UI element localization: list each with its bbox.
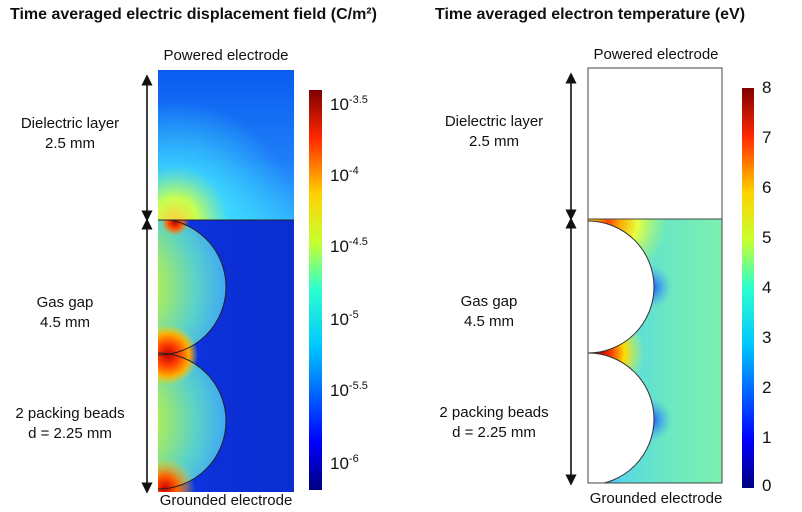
right-beads-diameter: d = 2.25 mm xyxy=(452,424,536,441)
right-beads-name: 2 packing beads xyxy=(439,404,549,421)
right-dielectric-label: Dielectric layer 2.5 mm xyxy=(424,112,564,152)
left-bead-upper-outline xyxy=(158,220,227,356)
left-bead-lower xyxy=(158,353,226,489)
left-dielectric-label: Dielectric layer 2.5 mm xyxy=(0,114,140,154)
left-gas-gap-thickness: 4.5 mm xyxy=(39,314,90,331)
left-gas-gap-label: Gas gap 4.5 mm xyxy=(0,293,130,333)
left-gas-gap-name: Gas gap xyxy=(36,294,94,311)
right-colorbar-tick: 4 xyxy=(762,278,772,297)
left-hotspot-top xyxy=(161,220,189,236)
left-colorbar-tick: 10-5 xyxy=(330,309,359,329)
right-colorbar-tick: 5 xyxy=(762,228,772,247)
left-dielectric-hotspot xyxy=(158,70,294,220)
left-domain xyxy=(158,70,294,492)
left-beads-label: 2 packing beads d = 2.25 mm xyxy=(0,404,140,444)
left-colorbar-tick: 10-4.5 xyxy=(330,236,368,256)
left-bead-upper xyxy=(158,220,226,355)
left-powered-electrode-label: Powered electrode xyxy=(163,47,289,64)
right-gas-gap-thickness: 4.5 mm xyxy=(463,313,514,330)
right-panel-title: Time averaged electron temperature (eV) xyxy=(435,6,746,23)
left-beads-diameter: d = 2.25 mm xyxy=(28,425,112,442)
left-panel-title: Time averaged electric displacement fiel… xyxy=(10,6,377,23)
right-colorbar-tick: 7 xyxy=(762,128,772,147)
left-colorbar-tick: 10-6 xyxy=(330,453,359,473)
left-colorbar-tick: 10-3.5 xyxy=(330,94,368,114)
left-beads-name: 2 packing beads xyxy=(15,405,125,422)
right-beads-label: 2 packing beads d = 2.25 mm xyxy=(424,403,564,443)
right-colorbar-tick: 1 xyxy=(762,428,772,447)
left-hotspot-contact xyxy=(158,325,198,385)
left-grounded-electrode-label: Grounded electrode xyxy=(159,492,293,509)
left-bead-lower-outline xyxy=(158,352,227,490)
right-gap-outline xyxy=(587,218,723,484)
right-colorbar-tick: 8 xyxy=(762,78,772,97)
right-bead-upper xyxy=(588,220,655,354)
left-colorbar xyxy=(309,90,322,490)
right-colorbar xyxy=(742,88,754,488)
left-dielectric-name: Dielectric layer xyxy=(20,115,120,132)
right-bead-lower xyxy=(588,352,655,483)
right-dielectric-region xyxy=(587,67,723,220)
right-dielectric-thickness: 2.5 mm xyxy=(468,133,519,150)
right-grounded-electrode-label: Grounded electrode xyxy=(589,490,723,507)
right-dielectric-name: Dielectric layer xyxy=(444,113,544,130)
right-colorbar-tick: 0 xyxy=(762,476,772,495)
right-domain xyxy=(587,67,723,484)
right-colorbar-tick: 2 xyxy=(762,378,772,397)
right-gas-gap-label: Gas gap 4.5 mm xyxy=(424,292,554,332)
left-colorbar-tick: 10-4 xyxy=(330,165,359,185)
left-colorbar-tick: 10-5.5 xyxy=(330,380,368,400)
right-colorbar-tick: 6 xyxy=(762,178,772,197)
right-gas-gap-name: Gas gap xyxy=(460,293,518,310)
left-dielectric-thickness: 2.5 mm xyxy=(44,135,95,152)
right-powered-electrode-label: Powered electrode xyxy=(593,46,719,63)
right-colorbar-tick: 3 xyxy=(762,328,772,347)
